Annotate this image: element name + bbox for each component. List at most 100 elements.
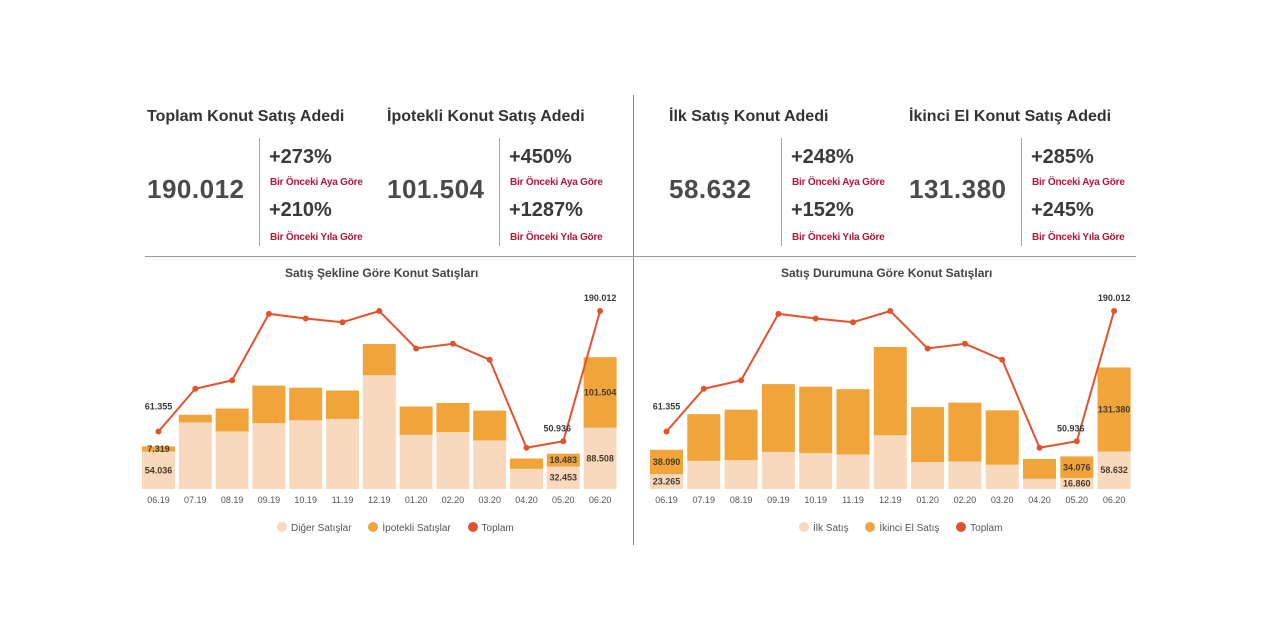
bar-segment-lower: [583, 427, 617, 489]
total-data-label: 50.936: [1057, 423, 1085, 433]
bar-data-label: 7.319: [147, 444, 170, 454]
bar-segment-lower: [289, 420, 323, 489]
total-point: [663, 428, 670, 435]
stat-value: 58.632: [669, 174, 752, 204]
stat-card-first-sales: İlk Satış Konut Adedi 58.632 +248% Bir Ö…: [669, 108, 909, 248]
total-point: [738, 377, 745, 384]
total-point: [376, 308, 383, 315]
total-data-label: 50.936: [544, 423, 572, 433]
yearly-change: +1287%: [509, 199, 583, 221]
legend-item-first-sale: İlk Satış: [799, 522, 849, 534]
x-tick-label: 06.19: [147, 495, 170, 505]
stat-separator: [499, 138, 500, 246]
bar-segment-lower: [215, 431, 249, 489]
x-tick-label: 01.20: [405, 495, 428, 505]
bar-data-label: 88.508: [586, 453, 614, 463]
bar-segment-lower: [985, 464, 1019, 489]
stat-separator: [781, 138, 782, 246]
stat-title: İlk Satış Konut Adedi: [669, 108, 829, 125]
x-tick-label: 07.19: [184, 495, 207, 505]
bar-segment-lower: [362, 375, 396, 489]
x-tick-label: 05.20: [1066, 495, 1089, 505]
stat-card-second-hand-sales: İkinci El Konut Satış Adedi 131.380 +285…: [909, 108, 1149, 248]
total-point: [999, 356, 1006, 363]
x-tick-label: 12.19: [879, 495, 902, 505]
yearly-change-label: Bir Önceki Yıla Göre: [510, 232, 603, 243]
legend-item-total: Toplam: [467, 522, 514, 534]
x-tick-label: 01.20: [916, 495, 939, 505]
bar-segment-upper: [215, 408, 249, 432]
bar-segment-lower: [178, 422, 212, 489]
bar-segment-lower: [326, 418, 359, 489]
bar-segment-upper: [473, 410, 507, 441]
stat-card-mortgage-sales: İpotekli Konut Satış Adedi 101.504 +450%…: [387, 108, 627, 248]
total-data-label: 61.355: [145, 402, 173, 412]
bar-segment-upper: [985, 410, 1019, 465]
legend-label: İpotekli Satışlar: [382, 523, 451, 534]
yearly-change-label: Bir Önceki Yıla Göre: [792, 232, 885, 243]
x-tick-label: 03.20: [478, 495, 501, 505]
legend-label: Toplam: [970, 523, 1003, 534]
bar-segment-upper: [362, 344, 396, 376]
bar-segment-lower: [873, 435, 907, 489]
bar-segment-upper: [1097, 367, 1131, 452]
x-tick-label: 10.19: [294, 495, 317, 505]
bar-segment-lower: [436, 432, 470, 489]
stat-title: İpotekli Konut Satış Adedi: [387, 108, 585, 125]
total-point: [560, 438, 567, 445]
legend-dot: [956, 522, 967, 532]
bar-segment-lower: [724, 460, 758, 489]
bar-segment-upper: [510, 458, 543, 469]
x-tick-label: 03.20: [991, 495, 1014, 505]
bar-segment-upper: [1023, 458, 1056, 479]
stat-value: 131.380: [909, 174, 1007, 204]
x-tick-label: 11.19: [842, 495, 864, 505]
total-point: [486, 356, 493, 363]
bar-segment-upper: [546, 453, 580, 467]
bar-segment-upper: [326, 390, 359, 419]
monthly-change-label: Bir Önceki Aya Göre: [510, 177, 603, 188]
legend-label: İlk Satış: [813, 523, 849, 534]
monthly-change: +285%: [1031, 146, 1094, 168]
total-point: [700, 385, 707, 392]
total-data-label: 190.012: [1098, 293, 1131, 303]
total-point: [192, 385, 199, 392]
bar-segment-lower: [473, 440, 507, 489]
bar-segment-upper: [948, 402, 982, 462]
total-data-label: 190.012: [584, 293, 617, 303]
total-point: [812, 315, 819, 322]
bar-segment-lower: [799, 453, 833, 489]
chart-title-sales-status: Satış Durumuna Göre Konut Satışları: [781, 266, 993, 280]
yearly-change: +210%: [269, 199, 332, 221]
total-point: [449, 340, 456, 347]
x-tick-label: 09.19: [767, 495, 790, 505]
x-tick-label: 08.19: [730, 495, 753, 505]
total-point: [302, 315, 309, 322]
total-point: [961, 340, 968, 347]
total-point: [1073, 438, 1080, 445]
x-tick-label: 02.20: [442, 495, 465, 505]
horizontal-divider: [145, 256, 1136, 257]
bar-segment-upper: [650, 449, 683, 475]
legend-item-mortgage-sales: İpotekli Satışlar: [368, 522, 451, 534]
bar-segment-upper: [583, 357, 617, 428]
bar-segment-upper: [836, 389, 870, 455]
stat-value: 190.012: [147, 174, 245, 204]
bar-segment-upper: [289, 387, 323, 421]
total-point: [1036, 444, 1043, 451]
x-tick-label: 07.19: [693, 495, 716, 505]
yearly-change: +152%: [791, 199, 854, 221]
monthly-change: +273%: [269, 146, 332, 168]
bar-segment-upper: [761, 384, 795, 452]
x-tick-label: 04.20: [515, 495, 538, 505]
stat-title: İkinci El Konut Satış Adedi: [909, 108, 1112, 125]
x-tick-label: 06.19: [655, 495, 678, 505]
monthly-change-label: Bir Önceki Aya Göre: [792, 177, 885, 188]
bar-data-label: 16.860: [1063, 479, 1091, 489]
bar-data-label: 23.265: [653, 477, 681, 487]
bar-segment-lower: [1023, 478, 1056, 489]
stat-title: Toplam Konut Satış Adedi: [147, 108, 345, 125]
bar-segment-lower: [252, 423, 286, 489]
bar-data-label: 38.090: [653, 457, 681, 467]
